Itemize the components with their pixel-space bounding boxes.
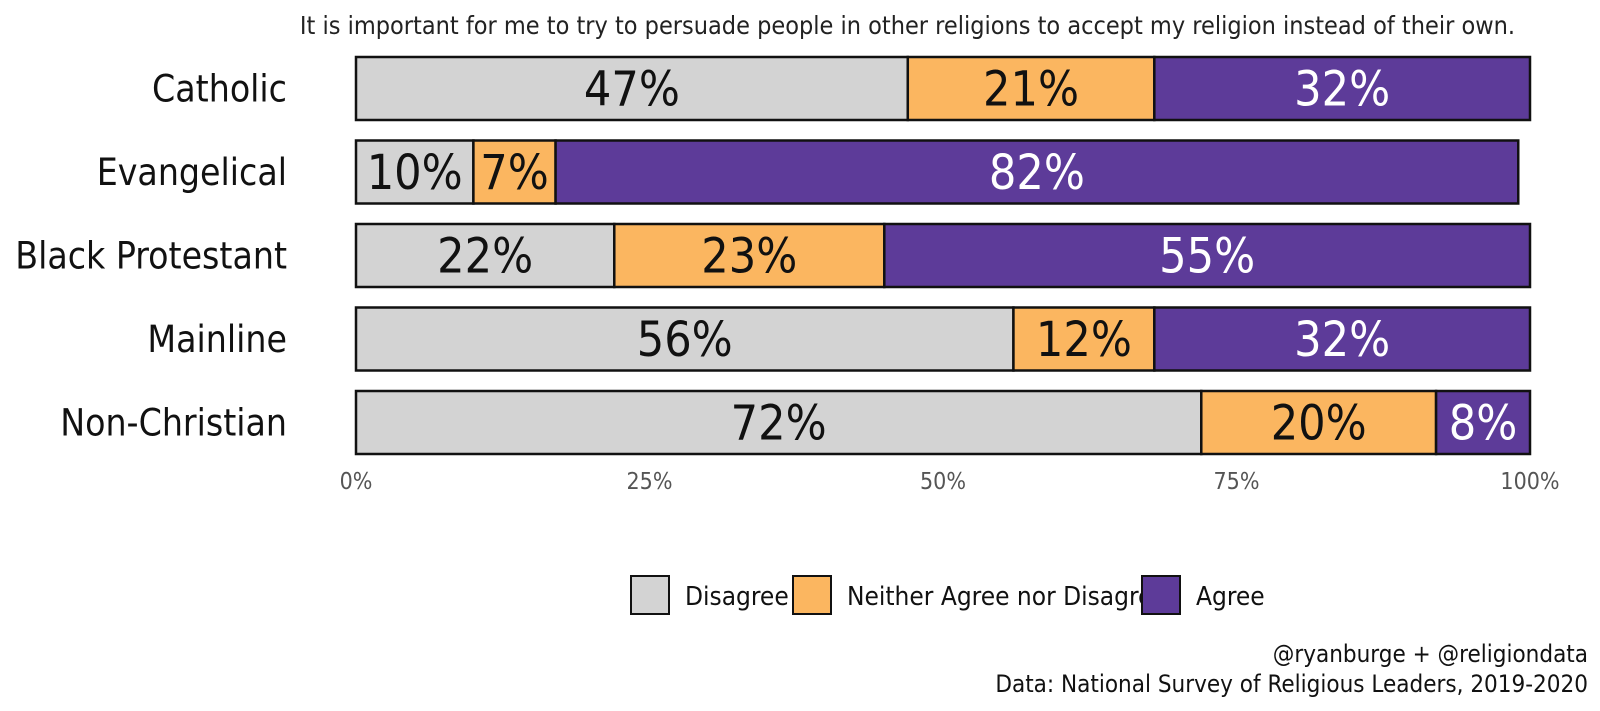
category-label-black-protestant: Black Protestant (15, 235, 287, 278)
data-label-catholic-disagree: 47% (584, 62, 680, 118)
category-label-mainline: Mainline (147, 318, 287, 361)
category-label-catholic: Catholic (152, 68, 287, 111)
bar-mainline-agree (1153, 306, 1532, 372)
x-tick-label-75: 75% (1214, 469, 1260, 495)
bar-black-protestant-agree (883, 222, 1532, 289)
data-label-black-protestant-disagree: 22% (437, 229, 533, 285)
bar-catholic-agree (1153, 55, 1532, 122)
data-label-black-protestant-neither-agree-nor-disagree: 23% (701, 229, 797, 285)
category-label-non-christian: Non-Christian (60, 402, 287, 445)
bar-black-protestant-neither-agree-nor-disagree (613, 222, 886, 289)
bar-non-christian-disagree (354, 389, 1203, 456)
bar-catholic-disagree (354, 55, 910, 122)
x-tick-label-25: 25% (627, 469, 673, 495)
legend-label-disagree: Disagree (685, 582, 789, 612)
data-label-non-christian-neither-agree-nor-disagree: 20% (1271, 396, 1367, 452)
category-label-evangelical: Evangelical (97, 151, 287, 194)
data-label-mainline-neither-agree-nor-disagree: 12% (1036, 312, 1132, 368)
bars-group: 47% 21% 32% 10% 7% 82% 22% 23% 55% 56% 12% 32% 72% 20… (354, 55, 1532, 456)
data-label-non-christian-disagree: 72% (731, 396, 827, 452)
x-tick-label-100: 100% (1500, 469, 1559, 495)
legend: Disagree Neither Agree nor Disagree Agree (630, 575, 1265, 615)
data-label-evangelical-neither-agree-nor-disagree: 7% (480, 145, 549, 201)
legend-swatch-disagree (630, 575, 670, 615)
data-label-mainline-agree: 32% (1294, 312, 1390, 368)
bar-non-christian-agree (1434, 389, 1532, 456)
data-label-mainline-disagree: 56% (637, 312, 733, 368)
data-label-black-protestant-agree: 55% (1159, 229, 1255, 285)
bar-evangelical-agree (554, 139, 1520, 205)
bar-black-protestant-disagree (354, 222, 616, 289)
data-label-catholic-agree: 32% (1294, 62, 1390, 118)
bar-mainline-disagree (354, 306, 1015, 372)
data-label-evangelical-agree: 82% (989, 145, 1085, 201)
chart-title: It is important for me to try to persuad… (300, 11, 1515, 40)
category-labels: Catholic Evangelical Black Protestant Mainl… (15, 68, 287, 445)
data-label-catholic-neither-agree-nor-disagree: 21% (983, 62, 1079, 118)
credit-handles: @ryanburge + @religiondata (1272, 640, 1588, 668)
credit-data-source: Data: National Survey of Religious Leade… (995, 670, 1588, 698)
x-tick-label-0: 0% (340, 469, 373, 495)
x-tick-label-50: 50% (920, 469, 966, 495)
bar-evangelical-neither-agree-nor-disagree (472, 139, 557, 205)
legend-label-neither-agree-nor-disagree: Neither Agree nor Disagree (847, 582, 1167, 612)
legend-swatch-agree (1141, 575, 1181, 615)
legend-swatch-neither-agree-nor-disagree (792, 575, 832, 615)
data-label-non-christian-agree: 8% (1449, 396, 1518, 452)
bar-catholic-neither-agree-nor-disagree (906, 55, 1156, 122)
bar-non-christian-neither-agree-nor-disagree (1200, 389, 1438, 456)
data-label-evangelical-disagree: 10% (367, 145, 463, 201)
x-axis: 0% 25% 50% 75% 100% (340, 469, 1560, 495)
legend-label-agree: Agree (1196, 582, 1265, 612)
